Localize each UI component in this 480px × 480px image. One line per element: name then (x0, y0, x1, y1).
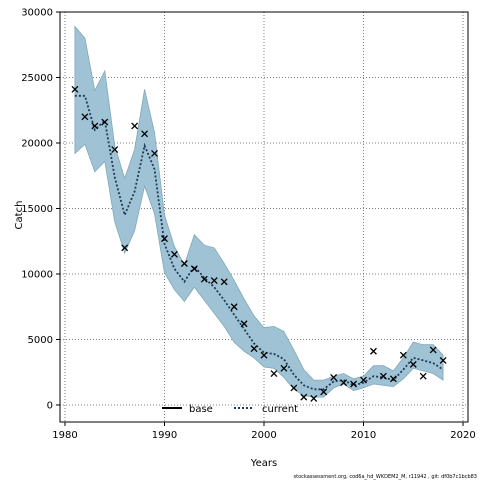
observed-point-stroke (210, 277, 218, 284)
observed-point-stroke (399, 351, 407, 359)
y-tick-label-30000: 30000 (21, 8, 53, 19)
observed-point-2017 (429, 346, 437, 354)
observed-point-1981 (71, 85, 79, 93)
observed-point-2006 (320, 388, 328, 396)
observed-point-stroke (379, 372, 387, 380)
observed-point-2014 (399, 351, 407, 359)
observed-point-stroke (419, 372, 427, 380)
y-tick-label-5000: 5000 (28, 335, 53, 346)
observed-point-1992 (180, 260, 188, 267)
observed-point-stroke (360, 376, 367, 384)
legend: base current (162, 404, 298, 415)
y-axis-label: Catch (14, 201, 25, 230)
observed-point-stroke (260, 351, 268, 359)
observed-point-stroke (180, 260, 188, 267)
observed-point-1993 (190, 265, 198, 273)
x-tick-label-1980: 1980 (52, 430, 77, 441)
x-tick-label-2000: 2000 (251, 430, 276, 441)
y-tick-label-15000: 15000 (21, 204, 53, 215)
observed-point-2002 (280, 364, 288, 372)
x-tick-label-2020: 2020 (450, 430, 475, 441)
observed-point-stroke (151, 150, 158, 157)
observed-point-stroke (131, 122, 139, 130)
x-tick-label-1990: 1990 (152, 430, 177, 441)
observed-point-2018 (439, 356, 447, 364)
observed-point-stroke (190, 265, 198, 273)
y-tick-label-0: 0 (47, 400, 53, 411)
observed-point-stroke (350, 380, 358, 388)
observed-point-2015 (409, 360, 417, 368)
observed-point-2003 (290, 384, 298, 392)
observed-point-stroke (320, 388, 328, 396)
observed-point-stroke (200, 275, 208, 283)
observed-point-1988 (141, 130, 149, 138)
observed-point-stroke (81, 113, 89, 121)
observed-point-1995 (210, 277, 218, 284)
observed-point-stroke (91, 122, 99, 130)
observed-point-1990 (161, 235, 168, 243)
x-axis-label: Years (250, 458, 277, 469)
observed-point-stroke (121, 244, 129, 252)
observed-point-1999 (250, 345, 258, 353)
observed-point-stroke (439, 356, 447, 364)
observed-point-1989 (151, 150, 158, 157)
footnote: stockassessment.org, cod6a_hd_WKDEM2_M, … (294, 474, 477, 480)
observed-point-1998 (240, 320, 248, 328)
observed-point-2004 (300, 393, 308, 401)
axis-ticks: 1980 1990 2000 2010 2020 0 5000 10000 15000 20000… (21, 8, 476, 442)
observed-point-stroke (300, 393, 308, 401)
y-tick-label-10000: 10000 (21, 269, 53, 280)
observed-point-1994 (200, 275, 208, 283)
observed-point-1982 (81, 113, 89, 121)
observed-point-stroke (101, 118, 109, 126)
observed-point-2005 (310, 394, 318, 402)
observed-point-stroke (161, 235, 168, 243)
legend-label-current: current (262, 404, 298, 415)
observed-point-2001 (270, 370, 278, 377)
observed-point-stroke (240, 320, 248, 328)
observed-point-stroke (71, 85, 79, 93)
observed-points (71, 85, 447, 402)
observed-point-stroke (330, 374, 338, 381)
observed-point-1997 (230, 303, 238, 311)
observed-point-2012 (379, 372, 387, 380)
observed-point-1986 (121, 244, 129, 252)
confidence-band (74, 25, 444, 398)
observed-point-stroke (230, 303, 238, 311)
observed-point-stroke (340, 379, 348, 387)
observed-point-1985 (111, 146, 119, 153)
y-tick-label-25000: 25000 (21, 73, 53, 84)
observed-point-stroke (280, 364, 288, 372)
observed-point-stroke (220, 278, 228, 286)
observed-point-stroke (250, 345, 258, 353)
y-tick-label-20000: 20000 (21, 138, 53, 149)
observed-point-stroke (409, 360, 417, 368)
observed-point-stroke (170, 250, 178, 258)
observed-point-stroke (389, 375, 397, 383)
observed-point-stroke (141, 130, 149, 138)
observed-point-2011 (370, 347, 377, 355)
observed-point-1996 (220, 278, 228, 286)
observed-point-2008 (340, 379, 348, 387)
observed-point-2009 (350, 380, 358, 388)
observed-point-stroke (111, 146, 119, 153)
observed-point-2016 (419, 372, 427, 380)
observed-point-stroke (370, 347, 377, 355)
observed-point-2007 (330, 374, 338, 381)
x-tick-label-2010: 2010 (351, 430, 376, 441)
observed-point-2013 (389, 375, 397, 383)
observed-point-1983 (91, 122, 99, 130)
observed-point-stroke (290, 384, 298, 392)
observed-point-1987 (131, 122, 139, 130)
observed-point-stroke (429, 346, 437, 354)
observed-point-stroke (310, 394, 318, 402)
observed-point-stroke (270, 370, 278, 377)
observed-point-1984 (101, 118, 109, 126)
legend-label-base: base (189, 404, 213, 415)
observed-point-2000 (260, 351, 268, 359)
observed-point-1991 (170, 250, 178, 258)
observed-point-2010 (360, 376, 367, 384)
